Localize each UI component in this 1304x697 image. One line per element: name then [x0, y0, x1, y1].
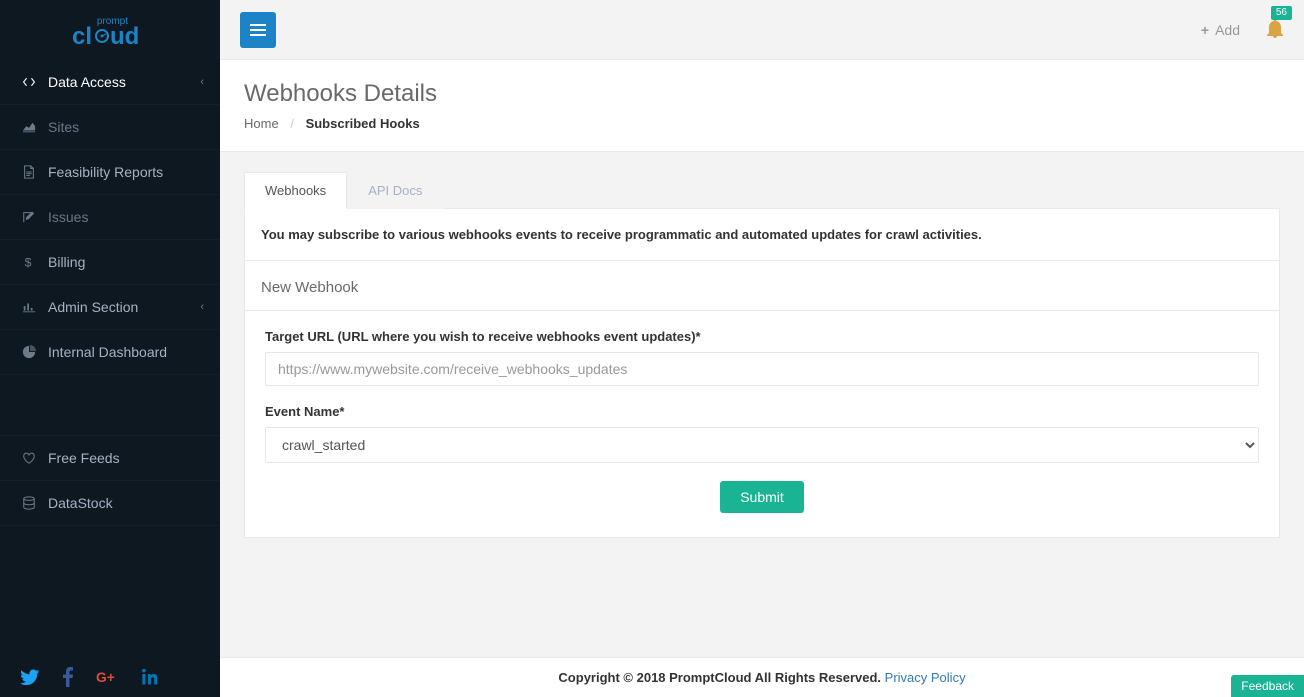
plus-icon: +: [1201, 22, 1209, 38]
content: Webhooks API Docs You may subscribe to v…: [220, 152, 1304, 657]
submit-button[interactable]: Submit: [720, 481, 804, 513]
hamburger-button[interactable]: [240, 12, 276, 48]
privacy-policy-link[interactable]: Privacy Policy: [885, 670, 966, 685]
file-icon: [20, 165, 38, 179]
sidebar-item-label: Issues: [48, 209, 88, 225]
breadcrumb: Home / Subscribed Hooks: [244, 116, 1280, 131]
main: + Add 56 Webhooks Details Home / Subscri…: [220, 0, 1304, 697]
sidebar-item-free-feeds[interactable]: Free Feeds: [0, 436, 220, 481]
sidebar-item-feasibility-reports[interactable]: Feasibility Reports: [0, 150, 220, 195]
chevron-left-icon: ‹: [200, 301, 204, 313]
target-url-input[interactable]: [265, 352, 1259, 386]
svg-text:$: $: [25, 255, 32, 269]
event-name-label: Event Name*: [265, 404, 1259, 419]
sidebar-item-label: Sites: [48, 119, 79, 135]
bar-chart-icon: [20, 300, 38, 314]
svg-text:G+: G+: [96, 669, 115, 685]
sidebar-item-label: Data Access: [48, 74, 126, 90]
code-icon: [20, 75, 38, 89]
chevron-left-icon: ‹: [200, 76, 204, 88]
dollar-icon: $: [20, 255, 38, 269]
tab-api-docs[interactable]: API Docs: [347, 172, 443, 209]
google-plus-icon[interactable]: G+: [96, 668, 122, 686]
sidebar-item-label: Internal Dashboard: [48, 344, 167, 360]
notification-count-badge: 56: [1271, 6, 1292, 20]
linkedin-icon[interactable]: [142, 668, 160, 686]
add-button[interactable]: + Add: [1201, 22, 1240, 38]
sidebar-social: G+: [0, 649, 220, 697]
sidebar-item-billing[interactable]: $ Billing: [0, 240, 220, 285]
sidebar-item-internal-dashboard[interactable]: Internal Dashboard: [0, 330, 220, 375]
panel-body: Target URL (URL where you wish to receiv…: [245, 311, 1279, 537]
brand-logo[interactable]: prompt cl ud: [0, 0, 220, 60]
panel-section-title: New Webhook: [245, 265, 1279, 311]
sidebar-item-label: Billing: [48, 254, 85, 270]
topbar: + Add 56: [220, 0, 1304, 60]
heart-icon: [20, 451, 38, 465]
tab-webhooks[interactable]: Webhooks: [244, 172, 347, 209]
svg-text:cl: cl: [72, 23, 92, 50]
sidebar: prompt cl ud Data Access ‹ Sites Feasi: [0, 0, 220, 697]
sidebar-item-datastock[interactable]: DataStock: [0, 481, 220, 526]
svg-text:ud: ud: [110, 23, 139, 50]
tabs: Webhooks API Docs: [244, 172, 1280, 209]
notifications-button[interactable]: 56: [1266, 18, 1284, 41]
footer: Copyright © 2018 PromptCloud All Rights …: [220, 657, 1304, 697]
panel-info-text: You may subscribe to various webhooks ev…: [245, 209, 1279, 261]
sidebar-item-label: Admin Section: [48, 299, 138, 315]
footer-copyright: Copyright © 2018 PromptCloud All Rights …: [558, 670, 881, 685]
edit-icon: [20, 210, 38, 224]
add-label: Add: [1215, 22, 1240, 38]
event-name-select[interactable]: crawl_started: [265, 427, 1259, 463]
webhooks-panel: You may subscribe to various webhooks ev…: [244, 209, 1280, 538]
target-url-label: Target URL (URL where you wish to receiv…: [265, 329, 1259, 344]
sidebar-item-data-access[interactable]: Data Access ‹: [0, 60, 220, 105]
sidebar-item-sites[interactable]: Sites: [0, 105, 220, 150]
chart-area-icon: [20, 120, 38, 134]
breadcrumb-separator: /: [290, 116, 294, 131]
feedback-button[interactable]: Feedback: [1231, 675, 1304, 697]
sidebar-item-admin-section[interactable]: Admin Section ‹: [0, 285, 220, 330]
sidebar-item-issues[interactable]: Issues: [0, 195, 220, 240]
breadcrumb-home[interactable]: Home: [244, 116, 279, 131]
page-heading: Webhooks Details Home / Subscribed Hooks: [220, 60, 1304, 152]
sidebar-nav: Data Access ‹ Sites Feasibility Reports …: [0, 60, 220, 649]
facebook-icon[interactable]: [60, 667, 76, 687]
sidebar-item-label: Free Feeds: [48, 450, 120, 466]
twitter-icon[interactable]: [20, 667, 40, 687]
pie-chart-icon: [20, 345, 38, 359]
page-title: Webhooks Details: [244, 80, 1280, 108]
breadcrumb-active: Subscribed Hooks: [306, 116, 420, 131]
sidebar-item-label: DataStock: [48, 495, 113, 511]
database-icon: [20, 496, 38, 510]
sidebar-item-label: Feasibility Reports: [48, 164, 163, 180]
